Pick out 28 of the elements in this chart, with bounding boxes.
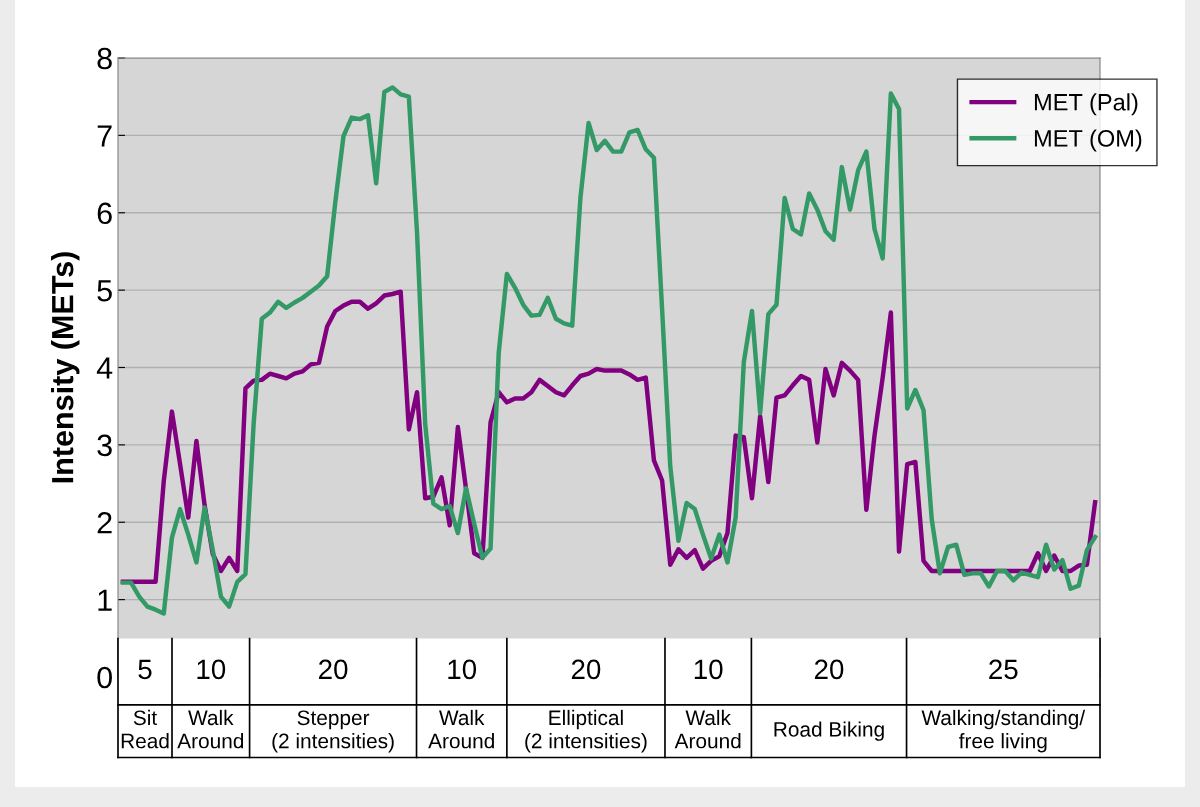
text: Sit Read [121,709,169,749]
text: Walk Around [177,709,244,749]
annotation: 10 [448,659,477,680]
annotation: 20 [814,659,844,680]
y-tick-label: 6 [97,202,112,225]
y-tick-label: 5 [97,280,112,302]
annotation: 5 [138,659,152,680]
legend-label: MET (OM) [1034,129,1142,152]
text: Elliptical (2 intensities) [525,709,647,753]
text: Road Biking [774,721,884,741]
y-tick-label: 0 [97,666,112,689]
text: Walk Around [674,709,741,749]
y-tick-label: 4 [96,357,113,379]
y-tick-label: 1 [98,589,112,611]
text: Walking/standing/ free living [921,709,1086,753]
y-tick-label: 2 [97,511,112,534]
text: Stepper (2 intensities) [272,710,394,753]
text: Walk Around [428,709,494,749]
y-axis-title: Intensity (METs) [51,252,80,483]
y-tick-label: 7 [97,125,112,147]
y-tick-label: 8 [97,47,112,70]
legend-label: MET (Pal) [1034,93,1138,116]
annotation: 20 [571,659,601,680]
annotation: 20 [319,659,348,680]
annotation: 10 [694,659,723,680]
y-tick-label: 3 [97,434,112,457]
annotation: 25 [989,659,1018,680]
annotation: 10 [197,659,226,680]
